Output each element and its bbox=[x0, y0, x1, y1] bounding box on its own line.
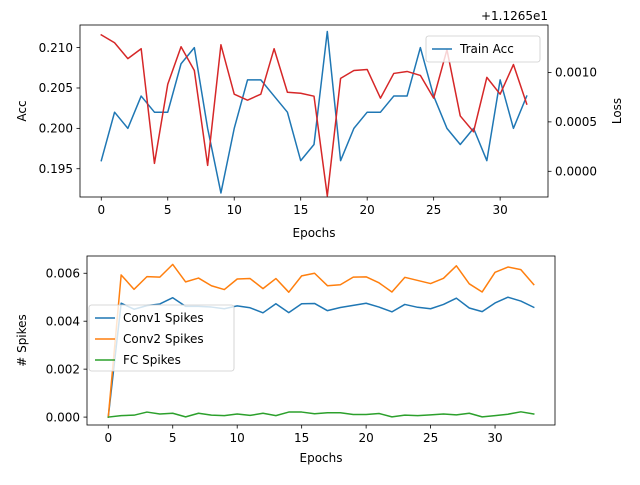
legend-entry: FC Spikes bbox=[123, 353, 181, 367]
x-tick-label: 5 bbox=[164, 203, 172, 217]
y-tick-label: 0.006 bbox=[46, 266, 80, 280]
series-line-loss bbox=[100, 33, 528, 197]
legend-entry: Conv2 Spikes bbox=[123, 332, 204, 346]
y-tick-label: 0.205 bbox=[39, 81, 73, 95]
x-tick-label: 10 bbox=[227, 203, 242, 217]
x-axis-label: Epochs bbox=[300, 451, 343, 465]
series-line-conv1-spikes bbox=[107, 296, 535, 418]
top-chart-panel: 0 5 10 15 20 25 30 0.195 0.200 0.205 0.210 0.0000 0.… bbox=[15, 9, 624, 240]
axes-frame bbox=[79, 24, 549, 198]
y-tick-label: 0.000 bbox=[46, 410, 80, 424]
y-tick-label: 0.210 bbox=[39, 41, 73, 55]
y2-offset-text: +1.1265e1 bbox=[481, 9, 548, 23]
y-tick-label: 0.200 bbox=[39, 122, 73, 136]
x-axis-label: Epochs bbox=[293, 226, 336, 240]
y-tick-label: 0.195 bbox=[39, 162, 73, 176]
legend-box bbox=[88, 304, 235, 372]
x-tick-label: 10 bbox=[230, 431, 245, 445]
y-axis-label: # Spikes bbox=[15, 314, 29, 367]
y2-tick-label: 0.0005 bbox=[555, 115, 597, 129]
x-tick-label: 25 bbox=[423, 431, 438, 445]
legend-entry: Train Acc bbox=[459, 42, 514, 56]
series-line-fc-spikes bbox=[107, 411, 535, 418]
y-tick-label: 0.004 bbox=[46, 314, 80, 328]
y2-tick-label: 0.0010 bbox=[555, 66, 597, 80]
y2-tick-label: 0.0000 bbox=[555, 164, 597, 178]
x-tick-label: 0 bbox=[97, 203, 105, 217]
x-tick-label: 15 bbox=[293, 203, 308, 217]
x-tick-label: 20 bbox=[360, 203, 375, 217]
x-tick-label: 15 bbox=[294, 431, 309, 445]
x-tick-label: 30 bbox=[492, 203, 507, 217]
y-tick-label: 0.002 bbox=[46, 362, 80, 376]
axes-frame bbox=[86, 255, 556, 426]
y-axis-label: Acc bbox=[15, 100, 29, 121]
x-tick-label: 20 bbox=[358, 431, 373, 445]
x-tick-label: 25 bbox=[426, 203, 441, 217]
x-tick-label: 5 bbox=[169, 431, 177, 445]
x-tick-label: 30 bbox=[487, 431, 502, 445]
bottom-chart-panel: 0 5 10 15 20 25 30 0.000 0.002 0.004 0.006 Epochs # … bbox=[15, 255, 556, 465]
series-line-conv2-spikes bbox=[107, 263, 535, 418]
series-line-train-acc bbox=[100, 30, 528, 194]
legend-box bbox=[425, 35, 541, 63]
y2-axis-label: Loss bbox=[610, 98, 624, 124]
legend-entry: Conv1 Spikes bbox=[123, 311, 204, 325]
x-tick-label: 0 bbox=[104, 431, 112, 445]
